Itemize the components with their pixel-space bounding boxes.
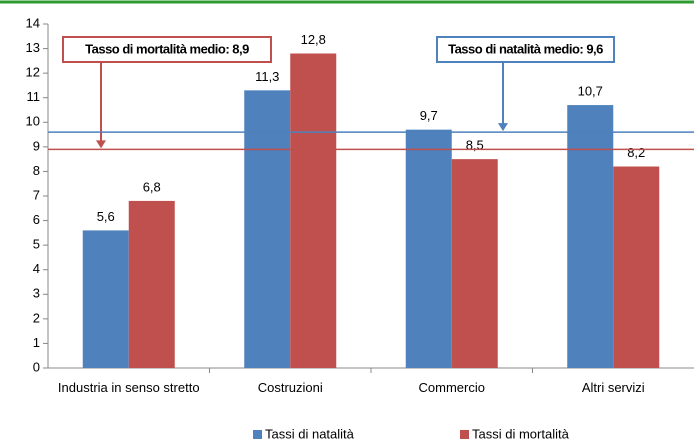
value-label: 8,5 (466, 138, 484, 153)
arrow-head (498, 123, 508, 132)
y-tick-label: 10 (26, 114, 40, 129)
x-tick-label: Costruzioni (257, 380, 323, 395)
y-tick-label: 8 (33, 163, 40, 178)
y-tick-label: 0 (33, 359, 40, 374)
annotation: Tasso di natalità medio: 9,6 (448, 41, 603, 56)
y-tick-label: 1 (33, 335, 40, 350)
legend-label: Tassi di mortalità (472, 426, 570, 441)
y-tick-label: 13 (26, 40, 40, 55)
x-tick-label: Industria in senso stretto (57, 380, 200, 395)
x-tick-label: Altri servizi (581, 380, 645, 395)
arrow-head (96, 140, 106, 149)
bar (244, 90, 291, 368)
bar (567, 105, 614, 368)
y-tick-label: 5 (33, 237, 40, 252)
y-tick-label: 9 (33, 138, 40, 153)
y-tick-label: 7 (33, 187, 40, 202)
x-tick-label: Commercio (418, 380, 485, 395)
legend-swatch (253, 430, 262, 439)
y-tick-label: 12 (26, 65, 40, 80)
value-label: 10,7 (578, 84, 603, 99)
legend-label: Tassi di natalità (265, 426, 355, 441)
value-label: 12,8 (301, 32, 326, 47)
value-label: 8,2 (627, 145, 645, 160)
annotation: Tasso di mortalità medio: 8,9 (85, 41, 249, 56)
y-tick-label: 11 (27, 89, 41, 104)
bar (290, 53, 337, 368)
y-tick-label: 4 (33, 261, 40, 276)
bar (82, 230, 129, 368)
bar (405, 129, 452, 368)
value-label: 5,6 (97, 209, 115, 224)
y-tick-label: 14 (26, 15, 40, 30)
legend-swatch (460, 430, 469, 439)
y-tick-label: 2 (33, 310, 40, 325)
y-tick-label: 3 (33, 286, 40, 301)
value-label: 11,3 (255, 69, 279, 84)
value-label: 6,8 (143, 179, 161, 194)
bar (128, 200, 175, 368)
y-tick-label: 6 (33, 212, 40, 227)
annotation-box (436, 36, 615, 63)
bar (613, 166, 660, 368)
value-label: 9,7 (420, 108, 438, 123)
bar (451, 159, 498, 368)
annotation-box (62, 36, 272, 63)
